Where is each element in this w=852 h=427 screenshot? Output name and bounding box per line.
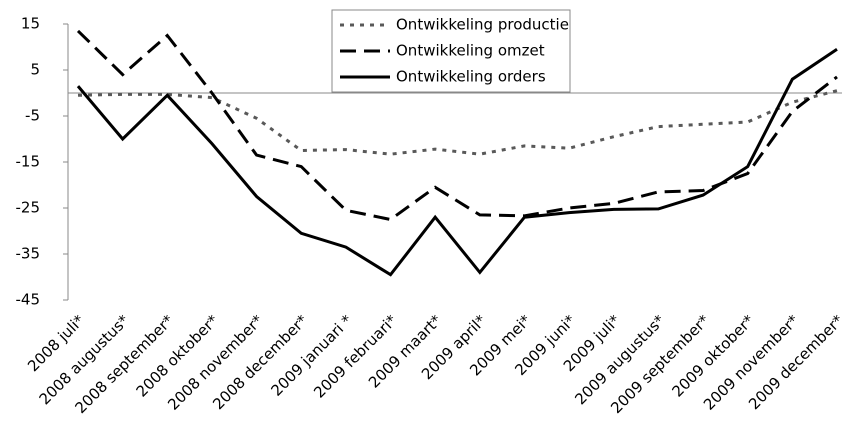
y-tick-label: -25 (16, 199, 41, 217)
legend-label: Ontwikkeling orders (396, 68, 546, 86)
legend-label: Ontwikkeling productie (396, 16, 569, 34)
y-tick-label: -35 (16, 245, 41, 263)
legend-label: Ontwikkeling omzet (396, 42, 545, 60)
y-tick-label: -15 (16, 153, 41, 171)
line-series (76, 29, 838, 222)
y-tick-label: -45 (16, 291, 41, 309)
line-series (77, 89, 838, 156)
line-series (76, 48, 838, 277)
y-tick-label: -5 (25, 107, 40, 125)
y-tick-label: 5 (30, 61, 40, 79)
y-tick-label: 15 (21, 15, 40, 33)
